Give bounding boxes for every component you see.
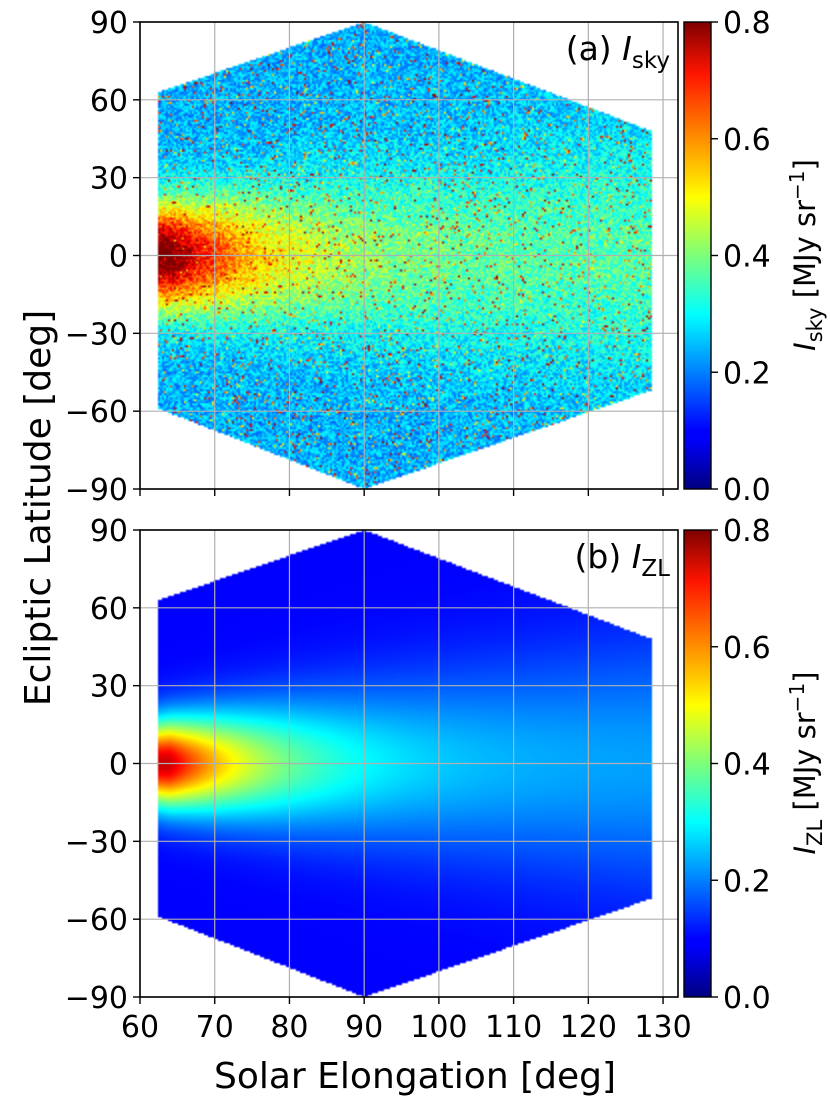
colorbar-tick-label: 0.0: [723, 981, 771, 1016]
panel-a-ticks: −90 −60 −30 0 30 60 90: [65, 6, 664, 508]
panel-b-label: (b) IZL: [575, 537, 671, 582]
x-tick-label: 60: [121, 1010, 159, 1045]
panel-b: 60 70 80 90 100 110 120 130 −90 −60 −30 0 30 60 90 (b)…: [65, 514, 827, 1045]
y-tick-label: 30: [90, 162, 128, 197]
panel-a-colorbar-label: Isky [MJy sr−1]: [785, 159, 827, 351]
colorbar-tick-label: 0.8: [723, 6, 771, 41]
x-tick-label: 80: [270, 1010, 308, 1045]
y-tick-label: −30: [65, 825, 128, 860]
colorbar-tick-label: 0.4: [723, 748, 771, 783]
x-tick-label: 70: [196, 1010, 234, 1045]
y-tick-label: −60: [65, 395, 128, 430]
panel-a-colorbar-ticks: 0.0 0.2 0.4 0.6 0.8: [711, 6, 771, 508]
colorbar-tick-label: 0.4: [723, 240, 771, 275]
colorbar-tick-label: 0.2: [723, 864, 771, 899]
y-tick-label: 60: [90, 84, 128, 119]
y-tick-label: 60: [90, 592, 128, 627]
colorbar-tick-label: 0.8: [723, 514, 771, 549]
x-tick-label: 90: [345, 1010, 383, 1045]
panel-a-colorbar: [683, 21, 712, 490]
y-tick-label: 90: [90, 6, 128, 41]
panel-a-label: (a) Isky: [566, 29, 670, 74]
colorbar-tick-label: 0.6: [723, 631, 771, 666]
x-tick-label: 120: [560, 1010, 617, 1045]
x-tick-label: 110: [485, 1010, 542, 1045]
y-tick-label: 0: [109, 748, 128, 783]
panel-b-colorbar: [683, 529, 712, 998]
y-tick-label: 30: [90, 670, 128, 705]
y-tick-label: 90: [90, 514, 128, 549]
y-tick-label: −90: [65, 473, 128, 508]
colorbar-tick-label: 0.0: [723, 473, 771, 508]
panel-b-ticks: 60 70 80 90 100 110 120 130 −90 −60 −30 0 30 60 90: [65, 514, 692, 1045]
panel-b-colorbar-ticks: 0.0 0.2 0.4 0.6 0.8: [711, 514, 771, 1016]
colorbar-tick-label: 0.6: [723, 123, 771, 158]
panel-b-colorbar-label: IZL [MJy sr−1]: [785, 672, 827, 855]
colorbar-tick-label: 0.2: [723, 356, 771, 391]
x-tick-label: 130: [634, 1010, 691, 1045]
x-tick-label: 100: [410, 1010, 467, 1045]
y-tick-label: −90: [65, 981, 128, 1016]
x-axis-label: Solar Elongation [deg]: [214, 1056, 616, 1097]
y-tick-label: −30: [65, 317, 128, 352]
y-tick-label: 0: [109, 240, 128, 275]
y-axis-label: Ecliptic Latitude [deg]: [18, 310, 59, 706]
y-tick-label: −60: [65, 903, 128, 938]
